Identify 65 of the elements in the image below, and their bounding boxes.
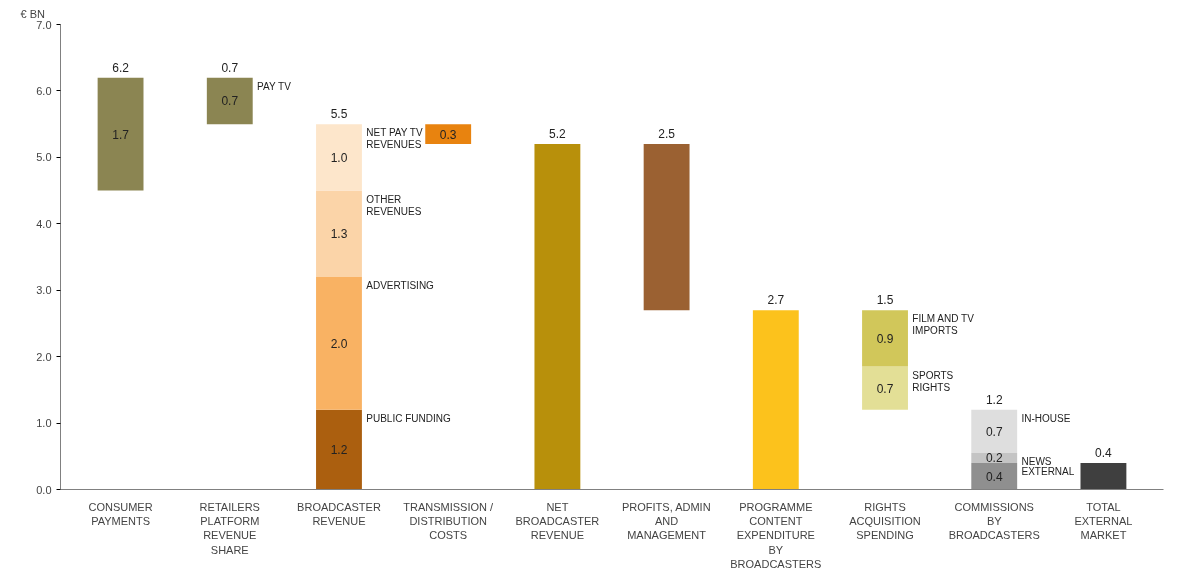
- bar: [971, 462, 1018, 490]
- annotation: SPORTS RIGHTS: [912, 369, 954, 393]
- annotation: ADVERTISING: [366, 279, 435, 291]
- y-tick-label: 1.0: [36, 417, 52, 430]
- annotation: 0.7: [221, 60, 239, 75]
- annotation: 2.5: [658, 127, 676, 142]
- data-label: 0.3: [439, 127, 457, 142]
- x-tick-label: TRANSMISSION / DISTRIBUTION COSTS: [403, 500, 495, 542]
- bar: [316, 124, 362, 191]
- y-tick-label: 0.0: [36, 483, 52, 496]
- annotation: 5.2: [549, 127, 567, 142]
- annotation: 0.4: [1095, 445, 1113, 460]
- bar: [425, 124, 472, 145]
- data-label: 2.0: [330, 336, 348, 351]
- x-tick-label: RETAILERS PLATFORM REVENUE SHARE: [199, 500, 260, 556]
- data-label: 1.7: [112, 127, 130, 142]
- x-tick-label: TOTAL EXTERNAL MARKET: [1074, 500, 1133, 542]
- annotation: PAY TV: [257, 80, 292, 92]
- bar: [97, 77, 144, 191]
- y-tick-label: 4.0: [36, 217, 52, 230]
- bar: [971, 409, 1018, 453]
- bar: [1080, 462, 1127, 490]
- x-tick-label: BROADCASTER REVENUE: [297, 500, 381, 527]
- annotation: 5.5: [330, 107, 348, 122]
- annotation: FILM AND TV IMPORTS: [912, 313, 975, 337]
- data-label: 1.0: [330, 150, 348, 165]
- bar: [643, 144, 690, 311]
- y-tick-label: 2.0: [36, 350, 52, 363]
- y-axis-title: € BN: [20, 7, 46, 20]
- annotation: OTHER REVENUES: [366, 193, 422, 217]
- data-label: 0.7: [985, 424, 1003, 439]
- bar: [752, 310, 799, 490]
- x-tick-label: PROGRAMME CONTENT EXPENDITURE BY BROADCASTERS: [730, 500, 822, 571]
- y-tick-label: 6.0: [36, 84, 52, 97]
- data-label: 1.3: [330, 227, 348, 242]
- bar: [316, 409, 362, 490]
- annotation: 2.7: [767, 293, 785, 308]
- bar: [316, 190, 362, 277]
- data-label: 0.2: [985, 451, 1003, 466]
- annotation: PUBLIC FUNDING: [366, 412, 451, 424]
- annotation: 1.2: [985, 392, 1003, 407]
- x-tick-label: CONSUMER PAYMENTS: [88, 500, 153, 527]
- y-tick-label: 3.0: [36, 284, 52, 297]
- x-tick-label: RIGHTS ACQUISITION SPENDING: [849, 500, 921, 542]
- bar: [316, 276, 362, 410]
- y-tick-label: 5.0: [36, 151, 52, 164]
- data-label: 0.9: [876, 331, 894, 346]
- annotation: 6.2: [112, 60, 130, 75]
- annotation: IN-HOUSE: [1021, 412, 1071, 424]
- y-tick-label: 7.0: [36, 18, 52, 31]
- annotation: NET PAY TV REVENUES: [366, 127, 423, 151]
- x-tick-label: PROFITS, ADMIN AND MANAGEMENT: [621, 500, 711, 542]
- bar: [862, 310, 908, 367]
- annotation: 1.5: [876, 293, 894, 308]
- bar: [534, 144, 581, 490]
- data-label: 0.7: [221, 94, 239, 109]
- bar: [862, 366, 908, 410]
- data-label: 0.4: [985, 469, 1003, 484]
- x-tick-label: COMMISSIONS BY BROADCASTERS: [948, 500, 1040, 542]
- data-label: 0.7: [876, 381, 894, 396]
- annotation: NEWS: [1021, 455, 1052, 467]
- bar: [206, 77, 253, 125]
- x-tick-label: NET BROADCASTER REVENUE: [515, 500, 600, 542]
- data-label: 1.2: [330, 443, 348, 458]
- annotation: EXTERNAL: [1021, 465, 1075, 477]
